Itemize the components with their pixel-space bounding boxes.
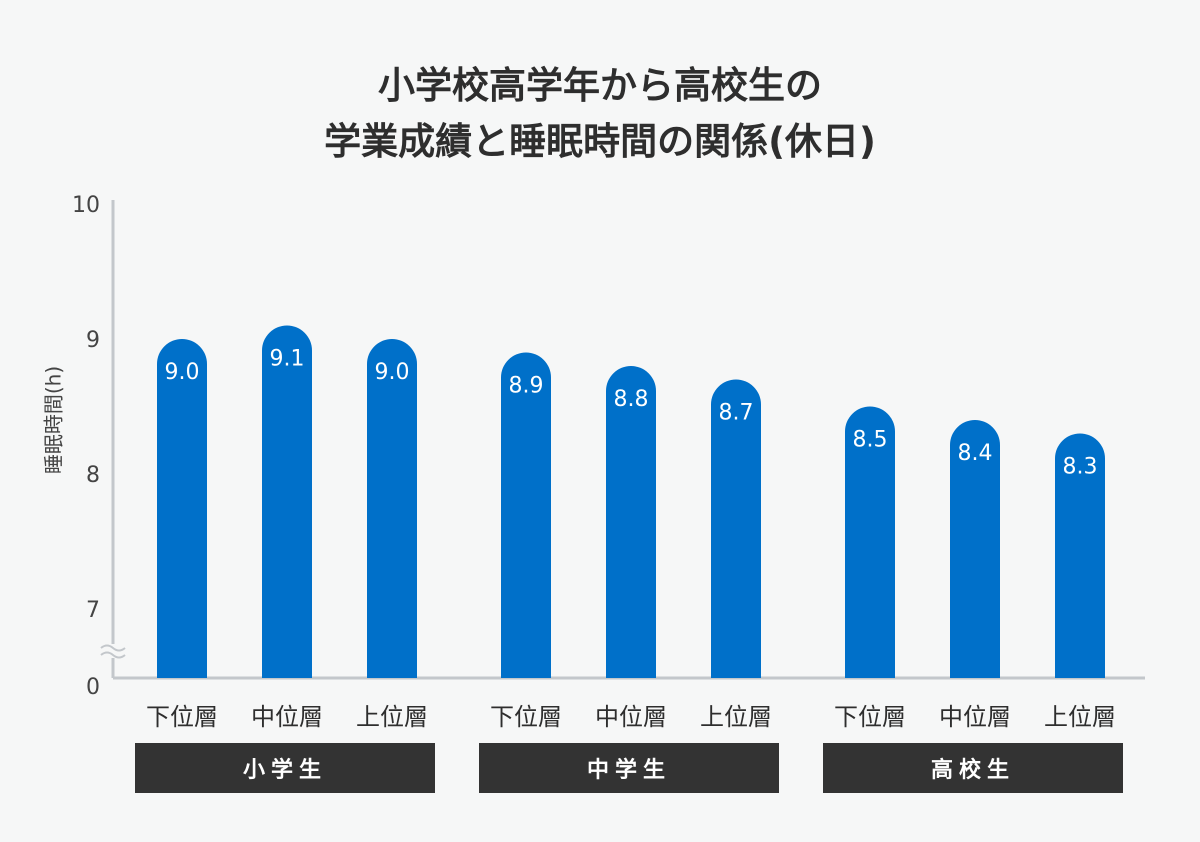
bar-value-label: 9.1	[270, 347, 305, 372]
chart-title-line-2: 学業成績と睡眠時間の関係(休日)	[324, 120, 876, 163]
x-tick-label: 下位層	[490, 703, 562, 731]
x-tick-label: 上位層	[700, 703, 772, 731]
bar	[711, 379, 761, 678]
y-tick-label: 9	[86, 328, 100, 353]
bar	[606, 366, 656, 678]
bar-value-label: 9.0	[165, 360, 200, 385]
axis-break-gap	[105, 644, 121, 658]
bar	[501, 352, 551, 678]
x-tick-label: 下位層	[146, 703, 218, 731]
bar-value-label: 8.5	[853, 428, 888, 453]
x-tick-label: 中位層	[595, 703, 667, 731]
group-label: 高校生	[931, 757, 1015, 783]
bar-value-label: 9.0	[375, 360, 410, 385]
group-label: 小学生	[243, 757, 327, 783]
x-tick-label: 上位層	[1044, 703, 1116, 731]
bar-value-label: 8.4	[958, 441, 993, 466]
axis-break-icon	[100, 644, 126, 659]
bar-value-label: 8.8	[614, 387, 649, 412]
y-tick-label: 7	[86, 598, 100, 623]
group-label: 中学生	[587, 757, 671, 783]
x-tick-label: 中位層	[251, 703, 323, 731]
bar-value-label: 8.7	[719, 401, 754, 426]
bar	[950, 420, 1000, 678]
group-label-box	[135, 743, 435, 793]
x-tick-label: 中位層	[939, 703, 1011, 731]
bar	[157, 339, 207, 678]
group-label-box	[823, 743, 1123, 793]
bar	[367, 339, 417, 678]
chart-title: 小学校高学年から高校生の 学業成績と睡眠時間の関係(休日)	[0, 58, 1200, 170]
bar	[1055, 433, 1105, 678]
y-tick-label: 0	[86, 675, 100, 700]
y-tick-label: 10	[72, 193, 100, 218]
x-tick-label: 下位層	[834, 703, 906, 731]
bar	[845, 406, 895, 678]
bar-value-label: 8.3	[1063, 455, 1098, 480]
bar	[262, 325, 312, 678]
x-tick-label: 上位層	[356, 703, 428, 731]
y-tick-label: 8	[86, 463, 100, 488]
bar-value-label: 8.9	[509, 374, 544, 399]
chart-title-line-1: 小学校高学年から高校生の	[378, 64, 822, 107]
group-label-box	[479, 743, 779, 793]
